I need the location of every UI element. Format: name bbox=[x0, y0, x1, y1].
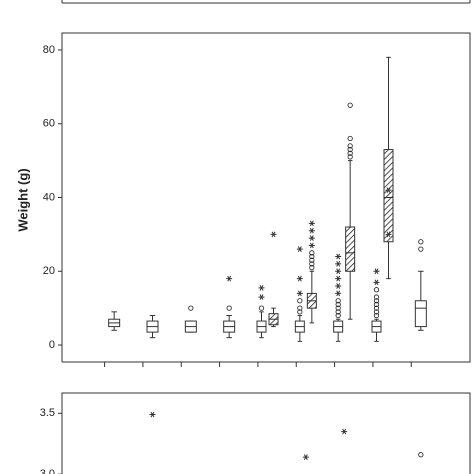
outlier-point bbox=[347, 154, 353, 160]
y-tick-label: 3.5 bbox=[40, 407, 55, 419]
outlier-point bbox=[335, 305, 341, 311]
extreme-point bbox=[308, 227, 315, 234]
outlier-point bbox=[297, 298, 303, 304]
extreme-point bbox=[335, 268, 342, 275]
extreme-point bbox=[341, 428, 348, 435]
outlier-point bbox=[188, 305, 194, 311]
extreme-point bbox=[385, 231, 392, 238]
extreme-point bbox=[335, 253, 342, 260]
extreme-point bbox=[296, 290, 303, 297]
extreme-point bbox=[296, 246, 303, 252]
outlier-point bbox=[309, 261, 315, 267]
outlier-point bbox=[335, 298, 341, 304]
y-tick-label: 80 bbox=[43, 44, 55, 56]
outlier-point bbox=[373, 312, 380, 319]
y-tick-label: 40 bbox=[43, 191, 55, 203]
y-tick-label: 60 bbox=[43, 118, 55, 130]
outlier-point bbox=[347, 150, 353, 156]
extreme-point bbox=[335, 275, 342, 282]
outlier-point bbox=[373, 287, 380, 293]
extreme-point bbox=[258, 294, 265, 300]
panel-frame bbox=[61, 392, 471, 474]
outlier-point bbox=[373, 294, 380, 300]
outlier-point bbox=[418, 239, 424, 245]
y-tick-label: 3.0 bbox=[40, 468, 55, 474]
outlier-point bbox=[335, 301, 341, 308]
extreme-point bbox=[373, 268, 380, 275]
outlier-point bbox=[309, 250, 315, 256]
outlier-point bbox=[258, 305, 265, 311]
outlier-point bbox=[309, 257, 315, 263]
extreme-point bbox=[258, 285, 265, 291]
box bbox=[383, 149, 394, 243]
box bbox=[345, 226, 356, 272]
extreme-point bbox=[296, 275, 303, 282]
extreme-point bbox=[373, 279, 380, 286]
y-tick-label: 0 bbox=[49, 339, 55, 351]
extreme-point bbox=[308, 242, 315, 249]
extreme-point bbox=[308, 220, 315, 227]
outlier-point bbox=[297, 309, 303, 315]
outlier-point bbox=[373, 305, 380, 311]
outlier-point bbox=[335, 309, 341, 315]
y-axis-label: Weight (g) bbox=[15, 168, 30, 231]
extreme-point bbox=[308, 235, 315, 241]
outlier-point bbox=[347, 146, 353, 153]
outlier-point bbox=[373, 298, 380, 304]
outlier-point bbox=[347, 143, 353, 149]
outlier-point bbox=[373, 309, 380, 315]
outlier-point bbox=[373, 301, 380, 308]
outlier-point bbox=[347, 102, 353, 108]
outlier-point bbox=[309, 253, 315, 260]
y-tick-label: 20 bbox=[43, 265, 55, 277]
extreme-point bbox=[335, 283, 342, 289]
extreme-point bbox=[302, 454, 309, 460]
extreme-point bbox=[335, 290, 342, 297]
outlier-point bbox=[347, 135, 353, 142]
outlier-point bbox=[297, 305, 303, 311]
extreme-point bbox=[226, 275, 233, 282]
extreme-point bbox=[385, 187, 392, 193]
outlier-point bbox=[309, 264, 315, 271]
extreme-point bbox=[270, 231, 277, 238]
outlier-point bbox=[418, 246, 424, 252]
outlier-point bbox=[418, 452, 424, 458]
cropped-panel-axis bbox=[61, 0, 471, 4]
box bbox=[414, 300, 427, 328]
extreme-point bbox=[149, 411, 156, 418]
panel-frame bbox=[61, 32, 471, 363]
outlier-point bbox=[335, 312, 341, 319]
extreme-point bbox=[335, 261, 342, 267]
outlier-point bbox=[226, 305, 232, 311]
